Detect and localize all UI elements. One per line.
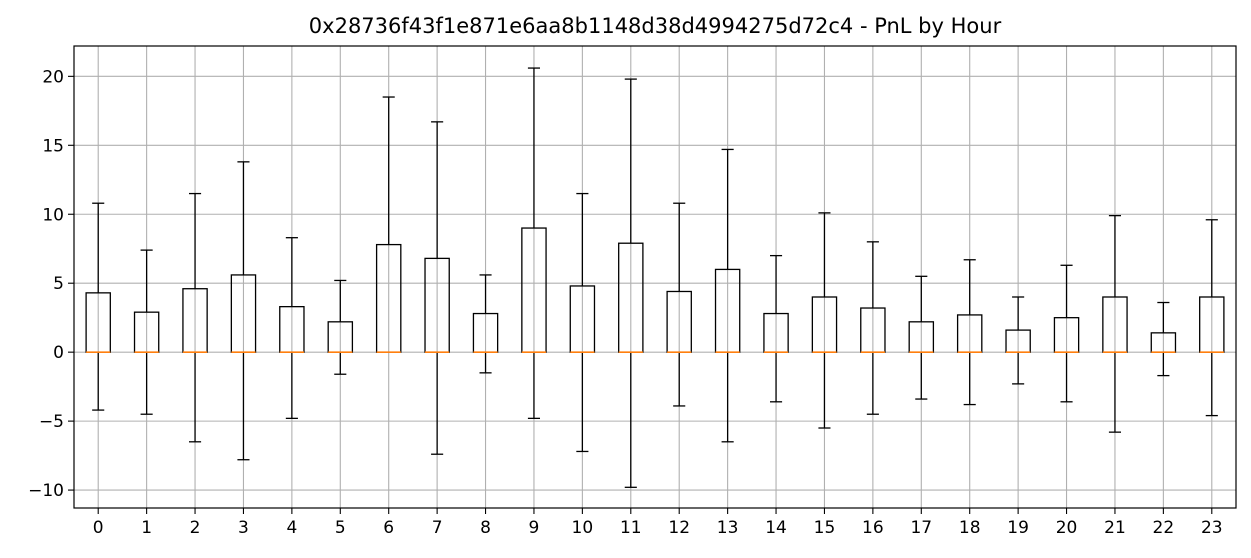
box-hour-6	[375, 96, 402, 353]
x-tick-label: 17	[910, 518, 932, 538]
box-hour-22	[1150, 301, 1177, 377]
x-tick-label: 12	[668, 518, 690, 538]
x-tick-label: 6	[383, 518, 394, 538]
x-tick-label: 8	[480, 518, 491, 538]
x-tick-label: 14	[765, 518, 787, 538]
x-tick-label: 22	[1153, 518, 1175, 538]
x-tick-label: 20	[1056, 518, 1078, 538]
x-tick-label: 18	[959, 518, 981, 538]
box-hour-12	[666, 202, 692, 407]
x-tick-label: 0	[93, 518, 104, 538]
box-hour-8	[472, 274, 499, 374]
x-tick-label: 23	[1201, 518, 1223, 538]
box-hour-4	[279, 237, 305, 420]
chart-title: 0x28736f43f1e871e6aa8b1148d38d4994275d72…	[309, 14, 1002, 38]
x-tick-label: 10	[572, 518, 594, 538]
box-hour-23	[1199, 219, 1225, 417]
y-tick-label: −5	[39, 412, 64, 432]
box-hour-21	[1102, 214, 1128, 433]
box-hour-17	[908, 275, 935, 400]
box-hour-0	[85, 202, 111, 411]
x-tick-label: 2	[190, 518, 201, 538]
y-tick-label: 10	[42, 205, 64, 225]
x-axis-ticks: 0 1 2 3 4 5 6 7 8 9 10 11 12 13 14 15 16 17 18 19 20 21 22 23	[93, 508, 1223, 538]
x-tick-label: 16	[862, 518, 884, 538]
x-tick-label: 7	[432, 518, 443, 538]
box-hour-10	[569, 192, 596, 453]
box-hour-11	[618, 78, 644, 488]
box-hour-5	[327, 279, 354, 375]
box-hour-13	[714, 148, 741, 443]
box-hour-14	[763, 254, 789, 403]
box-hour-7	[424, 121, 450, 455]
y-axis-ticks: −10 −5 0 5 10 15 20	[28, 67, 74, 501]
axes-frame	[73, 45, 1237, 509]
box-hour-9	[521, 67, 547, 420]
box-hour-20	[1053, 264, 1080, 403]
x-tick-label: 11	[620, 518, 642, 538]
y-tick-label: 15	[42, 136, 64, 156]
box-hour-15	[811, 212, 838, 429]
x-tick-label: 5	[335, 518, 346, 538]
x-tick-label: 9	[529, 518, 540, 538]
x-tick-label: 3	[238, 518, 249, 538]
box-hour-19	[1005, 296, 1031, 385]
box-hour-2	[182, 192, 208, 443]
y-tick-label: 20	[42, 67, 64, 87]
box-hour-16	[860, 241, 886, 415]
box-hour-3	[230, 161, 257, 461]
y-tick-label: 5	[53, 274, 64, 294]
x-tick-label: 1	[141, 518, 152, 538]
x-tick-label: 15	[814, 518, 836, 538]
x-tick-label: 19	[1007, 518, 1029, 538]
grid-lines	[74, 46, 1236, 508]
box-plot-series	[85, 67, 1225, 488]
x-tick-label: 4	[286, 518, 297, 538]
box-hour-1	[133, 249, 160, 415]
y-tick-label: −10	[28, 481, 64, 501]
x-tick-label: 13	[717, 518, 739, 538]
x-tick-label: 21	[1104, 518, 1126, 538]
y-tick-label: 0	[53, 343, 64, 363]
box-hour-18	[956, 259, 983, 406]
